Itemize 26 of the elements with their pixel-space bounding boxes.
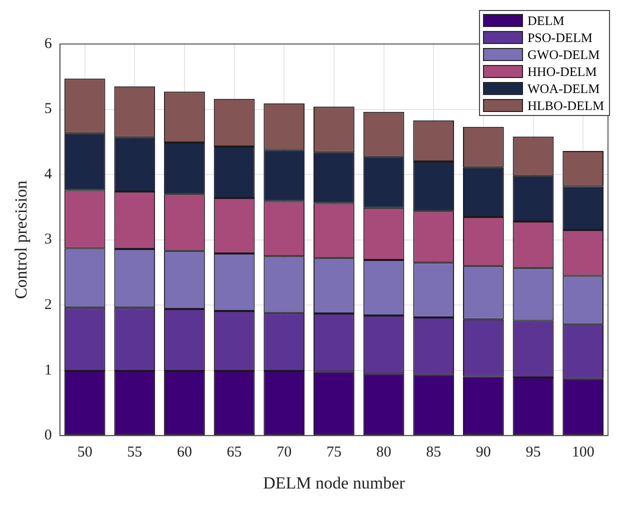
legend-label: WOA-DELM xyxy=(527,80,600,96)
x-tick-label: 85 xyxy=(426,444,442,461)
legend-label: PSO-DELM xyxy=(527,30,592,46)
x-tick-label: 90 xyxy=(476,444,491,461)
x-tick-label: 70 xyxy=(276,444,292,461)
y-tick-label: 2 xyxy=(44,297,52,314)
legend-label: HHO-DELM xyxy=(527,64,597,80)
x-tick-label: 100 xyxy=(572,444,594,461)
y-axis-title: Control precision xyxy=(12,180,31,300)
x-tick-label: 55 xyxy=(127,444,142,461)
x-tick-label: 95 xyxy=(526,444,541,461)
y-tick-label: 0 xyxy=(44,428,52,444)
y-tick-label: 1 xyxy=(44,362,52,378)
x-tick-label: 65 xyxy=(226,444,242,461)
y-tick-label: 4 xyxy=(44,166,52,182)
legend-label: GWO-DELM xyxy=(527,46,600,62)
x-tick-label: 75 xyxy=(326,444,342,461)
x-tick-label: 60 xyxy=(176,444,192,461)
legend-label: HLBO-DELM xyxy=(527,98,604,114)
x-tick-label: 50 xyxy=(77,444,92,461)
y-tick-label: 6 xyxy=(44,36,52,52)
x-axis-title: DELM node number xyxy=(263,473,406,492)
legend-label: DELM xyxy=(527,12,564,28)
y-tick-label: 3 xyxy=(44,232,52,248)
x-tick-label: 80 xyxy=(376,444,392,461)
y-tick-label: 5 xyxy=(44,101,52,118)
